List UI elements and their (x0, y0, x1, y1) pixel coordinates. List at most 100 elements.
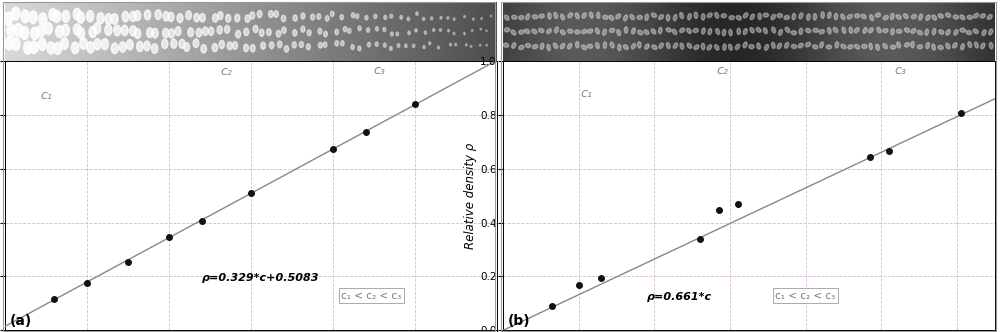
Ellipse shape (953, 15, 959, 19)
Ellipse shape (311, 14, 315, 20)
Ellipse shape (911, 14, 917, 19)
Ellipse shape (560, 43, 565, 49)
Ellipse shape (274, 11, 278, 18)
Ellipse shape (236, 30, 241, 38)
Ellipse shape (868, 28, 873, 33)
Point (243, 190, 259, 196)
Ellipse shape (623, 45, 628, 49)
Ellipse shape (966, 31, 971, 35)
Ellipse shape (568, 13, 573, 18)
Ellipse shape (408, 31, 410, 35)
Ellipse shape (268, 11, 273, 18)
Ellipse shape (756, 28, 761, 33)
Ellipse shape (961, 44, 964, 50)
Text: c₂: c₂ (220, 65, 232, 78)
Point (881, 148, 897, 154)
Ellipse shape (193, 39, 199, 47)
Ellipse shape (162, 39, 168, 48)
Ellipse shape (946, 43, 950, 49)
Ellipse shape (465, 44, 467, 46)
Ellipse shape (341, 41, 344, 46)
Ellipse shape (130, 26, 136, 36)
Ellipse shape (53, 11, 61, 23)
Ellipse shape (737, 28, 740, 35)
Ellipse shape (101, 39, 108, 49)
Ellipse shape (806, 29, 811, 33)
Ellipse shape (448, 29, 450, 32)
Ellipse shape (666, 42, 670, 48)
Ellipse shape (134, 29, 141, 39)
Ellipse shape (539, 28, 544, 33)
Ellipse shape (897, 42, 901, 48)
Ellipse shape (423, 45, 425, 49)
Ellipse shape (848, 45, 853, 49)
Ellipse shape (982, 30, 986, 36)
Ellipse shape (568, 29, 573, 33)
Ellipse shape (87, 42, 94, 53)
Ellipse shape (366, 28, 370, 32)
Ellipse shape (351, 13, 355, 18)
Ellipse shape (798, 43, 803, 48)
Ellipse shape (318, 42, 322, 48)
Ellipse shape (39, 13, 47, 25)
Ellipse shape (560, 30, 565, 35)
Ellipse shape (525, 43, 531, 47)
Ellipse shape (877, 27, 881, 33)
Ellipse shape (412, 44, 415, 47)
Point (161, 235, 177, 240)
Ellipse shape (595, 28, 599, 34)
Ellipse shape (960, 15, 965, 20)
Ellipse shape (250, 12, 255, 19)
Ellipse shape (974, 13, 979, 18)
Ellipse shape (603, 29, 606, 35)
Ellipse shape (299, 42, 303, 48)
Ellipse shape (213, 14, 218, 22)
Ellipse shape (49, 9, 57, 21)
Ellipse shape (610, 42, 614, 48)
Ellipse shape (317, 14, 321, 19)
Ellipse shape (503, 43, 509, 47)
Ellipse shape (624, 27, 628, 33)
Ellipse shape (799, 28, 803, 35)
Ellipse shape (666, 15, 670, 21)
Ellipse shape (917, 45, 923, 49)
Ellipse shape (904, 28, 910, 33)
Text: c₃: c₃ (373, 64, 385, 77)
Ellipse shape (163, 28, 169, 38)
Ellipse shape (431, 17, 433, 20)
Text: (b): (b) (508, 314, 531, 328)
Ellipse shape (659, 27, 662, 34)
Ellipse shape (306, 44, 310, 50)
Ellipse shape (644, 30, 649, 35)
Ellipse shape (437, 46, 440, 49)
Text: ρ=0.329*c+0.5083: ρ=0.329*c+0.5083 (202, 273, 319, 283)
Text: c₂: c₂ (717, 64, 728, 77)
Ellipse shape (208, 27, 214, 36)
Ellipse shape (47, 42, 55, 54)
Ellipse shape (114, 25, 121, 36)
Ellipse shape (5, 37, 14, 50)
Text: c₁ < c₂ < c₃: c₁ < c₂ < c₃ (775, 291, 836, 301)
Ellipse shape (470, 45, 472, 47)
Ellipse shape (729, 29, 732, 36)
Ellipse shape (582, 29, 587, 34)
Ellipse shape (576, 42, 579, 48)
Ellipse shape (672, 29, 677, 35)
Ellipse shape (175, 27, 181, 36)
Ellipse shape (31, 27, 39, 40)
Ellipse shape (904, 42, 910, 47)
Ellipse shape (163, 12, 169, 21)
Ellipse shape (596, 42, 599, 49)
Ellipse shape (926, 42, 930, 49)
Ellipse shape (152, 44, 158, 53)
Ellipse shape (301, 26, 305, 32)
Ellipse shape (777, 14, 782, 18)
Ellipse shape (813, 45, 818, 49)
Ellipse shape (540, 43, 544, 49)
Ellipse shape (723, 44, 726, 50)
Ellipse shape (651, 29, 656, 34)
Ellipse shape (257, 11, 262, 18)
Ellipse shape (919, 14, 923, 20)
Ellipse shape (62, 24, 69, 36)
Ellipse shape (232, 42, 238, 49)
